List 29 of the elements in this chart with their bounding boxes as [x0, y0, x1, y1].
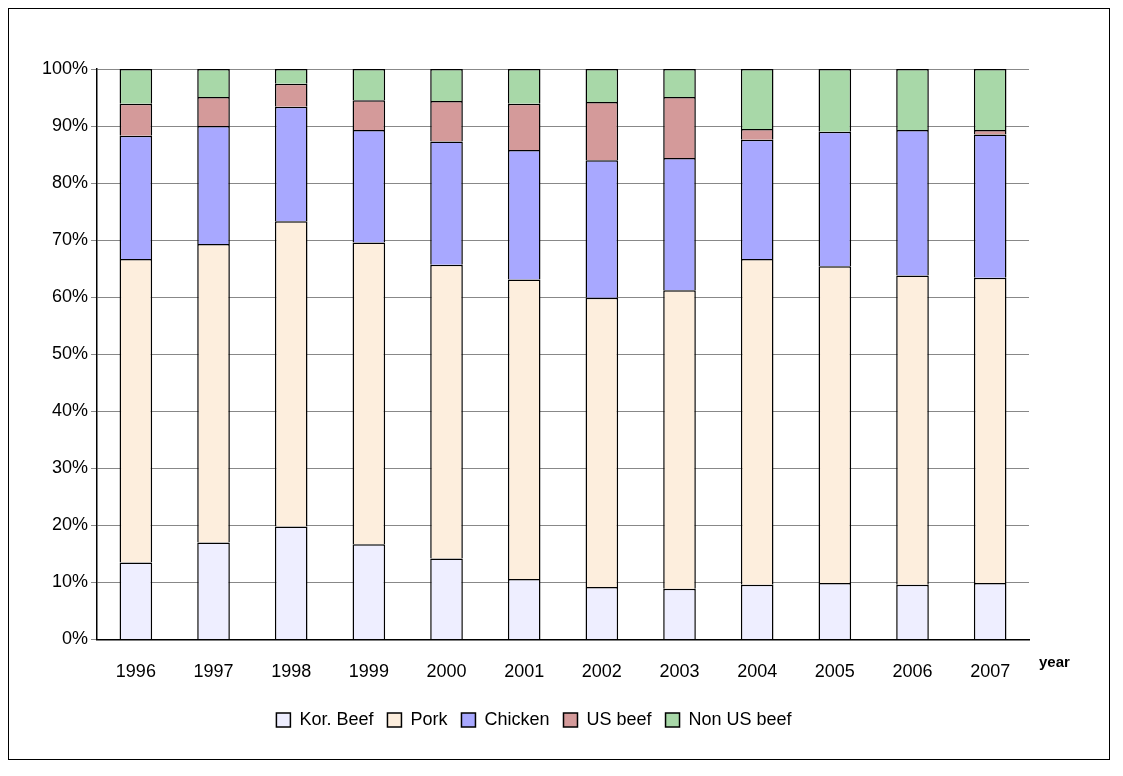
- x-tick-label: 2001: [504, 661, 545, 682]
- legend-label: US beef: [586, 708, 653, 729]
- x-tick-label: 2007: [970, 661, 1011, 682]
- legend-label: Non US beef: [688, 708, 793, 729]
- x-tick-label: 2004: [737, 661, 778, 682]
- x-tick-label: 1997: [193, 661, 234, 682]
- x-tick-label: 1998: [271, 661, 312, 682]
- y-tick-label: 50%: [52, 343, 89, 364]
- y-tick-label: 70%: [52, 229, 89, 250]
- x-tick-label: 2003: [659, 661, 700, 682]
- y-tick-label: 60%: [52, 286, 89, 307]
- x-tick-label: 1999: [348, 661, 389, 682]
- x-tick-label: 2002: [581, 661, 622, 682]
- y-tick-label: 80%: [52, 172, 89, 193]
- legend-label: Chicken: [484, 708, 550, 729]
- x-tick-label: 2000: [426, 661, 467, 682]
- legend-label: Kor. Beef: [299, 708, 375, 729]
- x-tick-label: 1996: [115, 661, 156, 682]
- x-tick-label: 2006: [892, 661, 933, 682]
- y-tick-label: 40%: [52, 400, 89, 421]
- y-tick-label: 90%: [52, 115, 89, 136]
- y-tick-label: 10%: [52, 571, 89, 592]
- y-tick-label: 30%: [52, 457, 89, 478]
- y-tick-label: 0%: [62, 628, 89, 649]
- y-tick-label: 20%: [52, 514, 89, 535]
- x-axis-title: year: [1039, 652, 1071, 670]
- x-tick-label: 2005: [814, 661, 855, 682]
- legend-label: Pork: [410, 708, 449, 729]
- y-tick-label: 100%: [41, 57, 89, 78]
